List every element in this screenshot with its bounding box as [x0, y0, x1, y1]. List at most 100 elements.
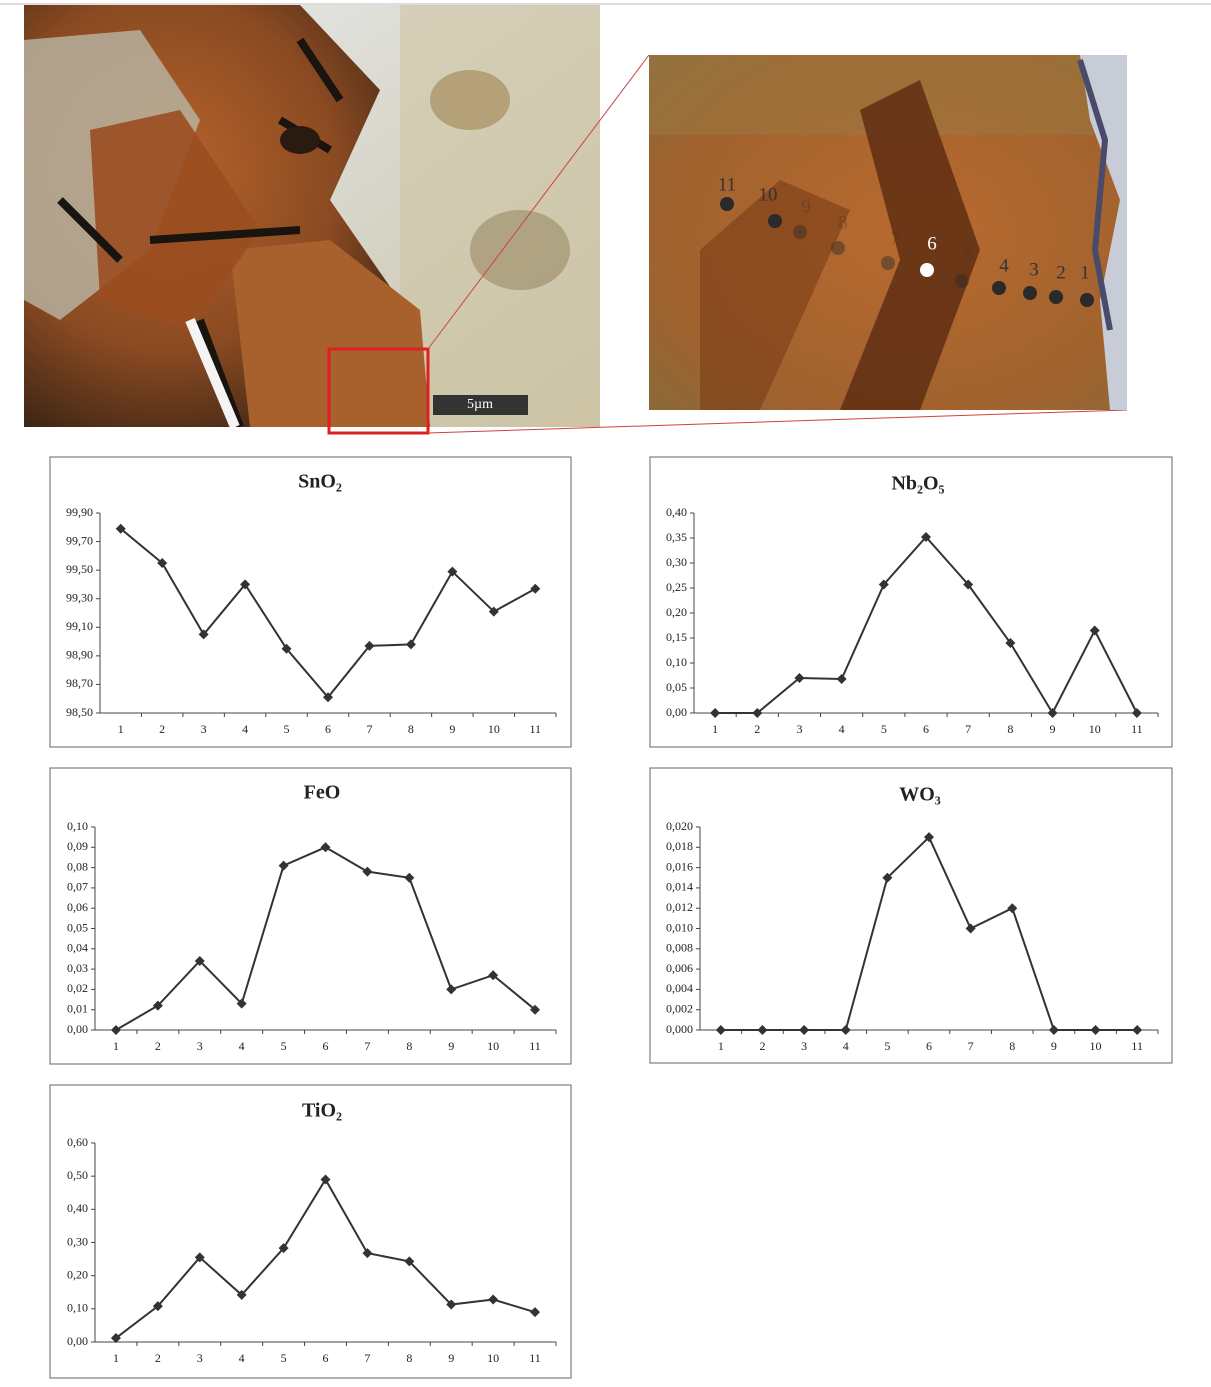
- y-tick-label: 99,10: [66, 619, 93, 633]
- analysis-point: [793, 225, 807, 239]
- data-point: [157, 558, 168, 568]
- x-tick-label: 2: [155, 1351, 161, 1365]
- x-tick-label: 3: [197, 1039, 203, 1053]
- x-tick-label: 2: [759, 1039, 765, 1053]
- x-tick-label: 1: [712, 722, 718, 736]
- y-tick-label: 0,010: [666, 920, 693, 934]
- x-tick-label: 5: [884, 1039, 890, 1053]
- data-point: [194, 1252, 205, 1263]
- x-tick-label: 4: [843, 1039, 849, 1053]
- y-tick-label: 0,008: [666, 941, 693, 955]
- data-point: [1047, 708, 1058, 718]
- x-tick-label: 2: [155, 1039, 161, 1053]
- y-tick-label: 0,08: [67, 859, 88, 873]
- point-label: 11: [718, 174, 736, 195]
- data-point: [281, 643, 292, 654]
- y-tick-label: 98,90: [66, 648, 93, 662]
- data-point: [110, 1333, 121, 1344]
- x-tick-label: 7: [364, 1039, 370, 1053]
- y-tick-label: 99,70: [66, 533, 93, 547]
- data-point: [488, 970, 499, 981]
- data-point: [194, 955, 205, 966]
- x-tick-label: 10: [487, 1039, 499, 1053]
- chart-frame: [649, 767, 1173, 1064]
- data-point: [752, 708, 763, 718]
- y-tick-label: 0,05: [666, 680, 687, 694]
- data-point: [278, 1243, 289, 1254]
- y-tick-label: 0,50: [67, 1168, 88, 1182]
- y-tick-label: 0,20: [67, 1267, 88, 1281]
- y-tick-label: 0,006: [666, 961, 693, 975]
- data-point: [362, 866, 373, 877]
- data-point: [1005, 638, 1016, 648]
- x-tick-label: 8: [406, 1351, 412, 1365]
- zoom-line: [427, 409, 1128, 434]
- point-label: 4: [999, 255, 1009, 276]
- data-point: [924, 832, 934, 843]
- data-point: [882, 872, 893, 883]
- data-point: [963, 579, 974, 590]
- x-tick-label: 5: [281, 1039, 287, 1053]
- data-point: [488, 606, 499, 617]
- x-tick-label: 9: [449, 722, 455, 736]
- point-label: 10: [759, 184, 778, 205]
- analysis-point: [920, 263, 934, 277]
- data-point: [710, 708, 721, 718]
- data-point: [446, 1299, 457, 1310]
- x-tick-label: 11: [529, 1351, 541, 1365]
- x-tick-label: 6: [323, 1351, 329, 1365]
- x-tick-label: 4: [242, 722, 248, 736]
- x-tick-label: 6: [325, 722, 331, 736]
- y-tick-label: 0,40: [67, 1201, 88, 1215]
- x-tick-label: 4: [239, 1351, 245, 1365]
- x-tick-label: 3: [796, 722, 802, 736]
- x-tick-label: 11: [529, 722, 541, 736]
- point-label: 2: [1056, 262, 1066, 283]
- data-point: [198, 629, 209, 640]
- chart-frame: [49, 1084, 572, 1379]
- data-line: [115, 1177, 536, 1339]
- y-tick-label: 0,30: [67, 1234, 88, 1248]
- y-tick-label: 0,000: [666, 1022, 693, 1036]
- y-tick-label: 0,00: [67, 1334, 88, 1348]
- zoom-micrograph: [649, 55, 1127, 410]
- zoom-line: [427, 54, 650, 350]
- analysis-point: [768, 214, 782, 228]
- x-tick-label: 10: [1090, 1039, 1102, 1053]
- micrograph: 5µm: [24, 5, 600, 427]
- chart-title: WO₃: [899, 784, 941, 806]
- data-point: [840, 1025, 851, 1035]
- point-label: 8: [838, 212, 848, 233]
- data-point: [405, 639, 416, 650]
- x-tick-label: 2: [159, 722, 165, 736]
- x-tick-label: 1: [113, 1039, 119, 1053]
- x-tick-label: 9: [1050, 722, 1056, 736]
- chart-frame: [49, 767, 572, 1065]
- data-point: [115, 523, 126, 534]
- chart-title: TiO₂: [302, 1100, 342, 1122]
- x-tick-label: 8: [406, 1039, 412, 1053]
- chart-title: Nb₂O₅: [891, 473, 944, 495]
- data-point: [1132, 1025, 1143, 1035]
- chart-frame: [649, 456, 1173, 748]
- y-tick-label: 0,09: [67, 839, 88, 853]
- y-tick-label: 0,40: [666, 505, 687, 519]
- x-tick-label: 9: [448, 1039, 454, 1053]
- y-tick-label: 0,00: [67, 1022, 88, 1036]
- data-point: [110, 1025, 121, 1035]
- x-tick-label: 7: [364, 1351, 370, 1365]
- x-tick-label: 4: [839, 722, 845, 736]
- chart-frame: [49, 456, 572, 748]
- data-point: [530, 1004, 541, 1015]
- data-point: [1090, 1025, 1101, 1035]
- x-tick-label: 3: [801, 1039, 807, 1053]
- x-tick-label: 9: [1051, 1039, 1057, 1053]
- data-point: [236, 998, 247, 1009]
- analysis-point: [992, 281, 1006, 295]
- chart-title: FeO: [304, 782, 341, 804]
- data-point: [1089, 625, 1100, 636]
- point-label: 5: [963, 246, 973, 267]
- data-line: [120, 527, 536, 699]
- data-point: [921, 532, 931, 542]
- y-tick-label: 0,002: [666, 1001, 693, 1015]
